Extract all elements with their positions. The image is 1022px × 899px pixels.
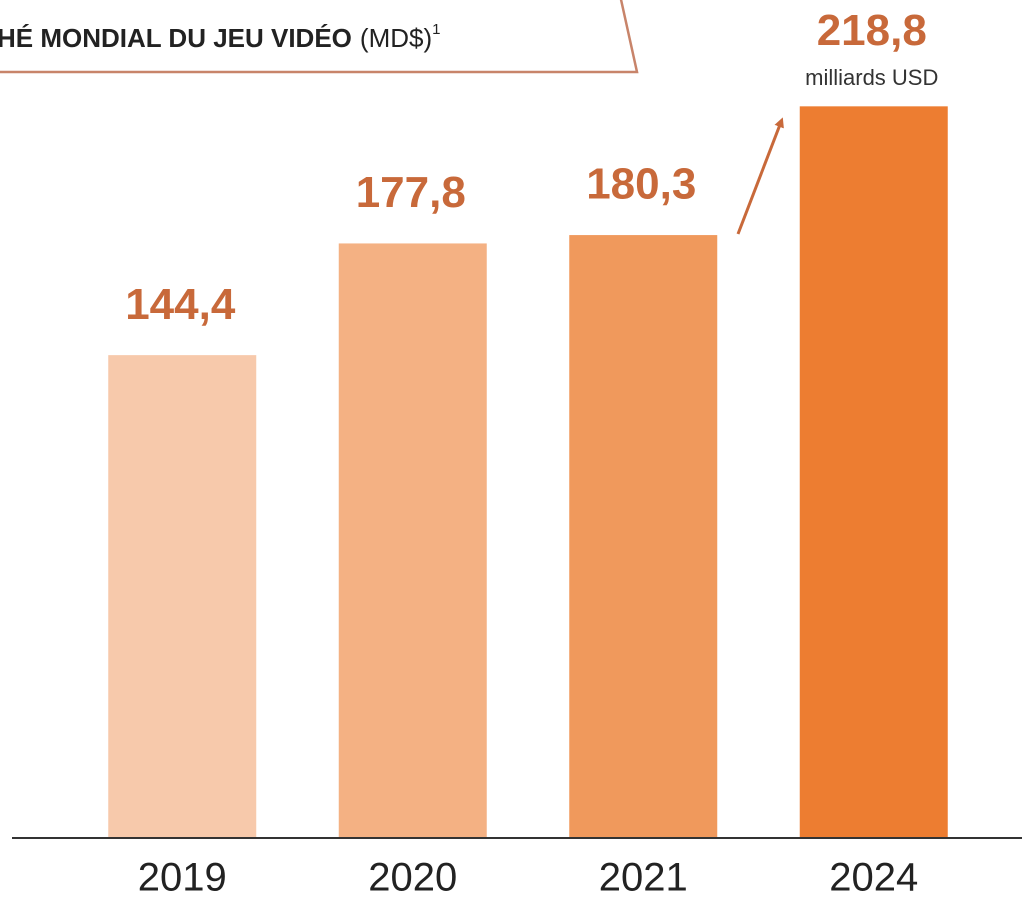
value-label: 177,8 xyxy=(356,168,466,217)
annotation: milliards USD xyxy=(805,65,938,90)
title-footnote: 1 xyxy=(432,21,440,38)
bar xyxy=(338,243,487,839)
value-label: 180,3 xyxy=(586,160,696,209)
x-tick-label: 2021 xyxy=(599,856,688,899)
value-label: 218,8 xyxy=(817,6,927,55)
growth-arrow xyxy=(736,117,784,235)
x-tick-label: 2019 xyxy=(138,856,227,899)
title-box xyxy=(0,0,639,74)
chart-title: HÉ MONDIAL DU JEU VIDÉO (MD$)1 xyxy=(0,21,440,53)
bar xyxy=(799,106,948,838)
title-unit: (MD$) xyxy=(360,23,432,53)
bar xyxy=(108,355,257,838)
bar xyxy=(569,235,718,839)
title-main: HÉ MONDIAL DU JEU VIDÉO xyxy=(0,23,352,53)
x-tick-label: 2024 xyxy=(829,856,918,899)
value-label: 144,4 xyxy=(125,280,236,329)
x-tick-label: 2020 xyxy=(368,856,457,899)
